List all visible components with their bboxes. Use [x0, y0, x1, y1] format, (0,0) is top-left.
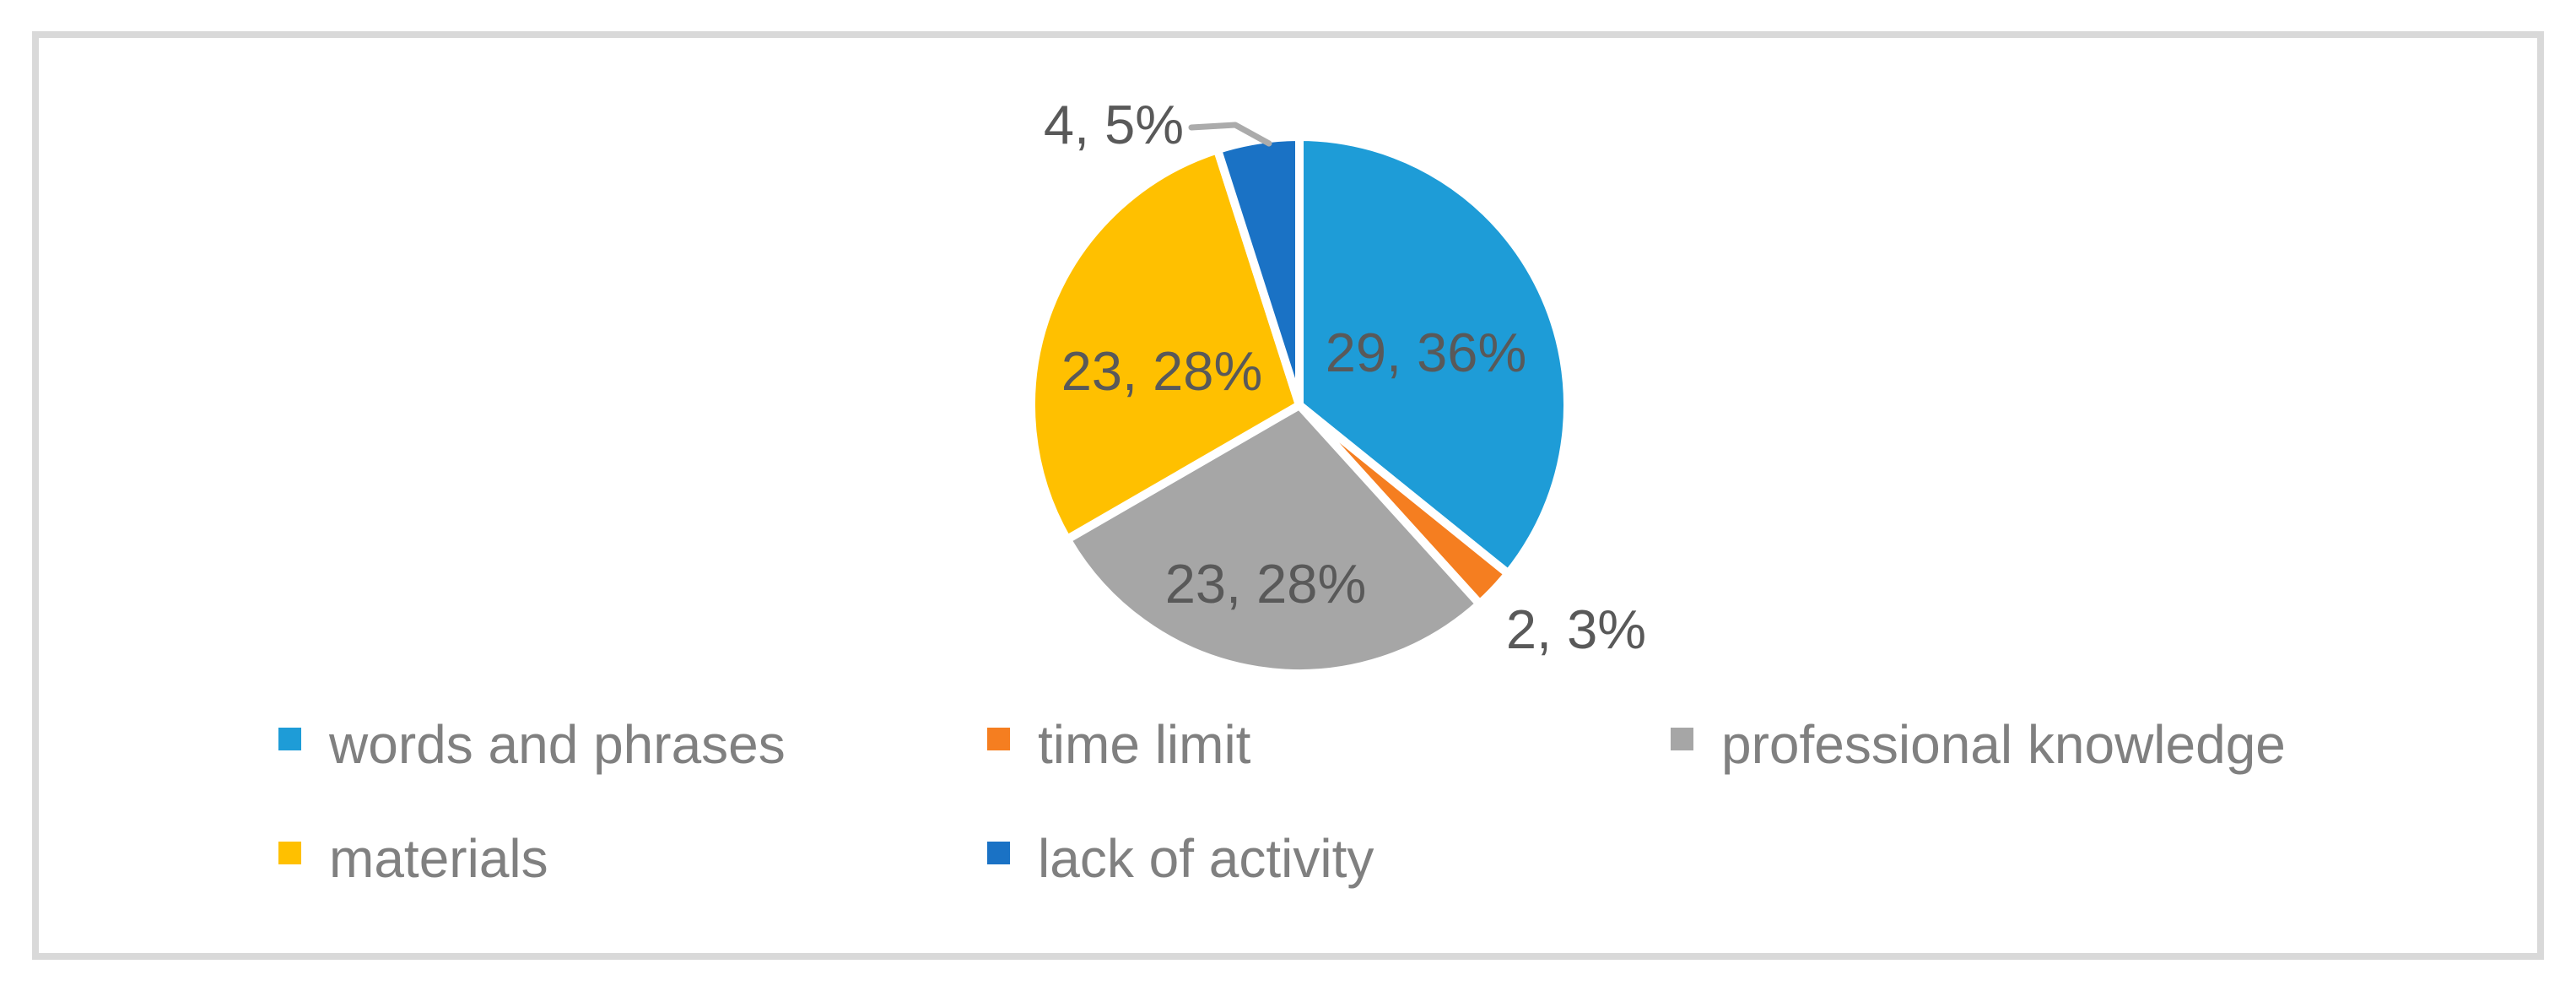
legend-label-materials: materials: [329, 828, 548, 889]
pie-data-label-materials: 23, 28%: [1061, 340, 1263, 402]
pie-data-label-professional-knowledge: 23, 28%: [1165, 553, 1367, 615]
legend-item-time-limit[interactable]: time limit: [987, 714, 1250, 777]
legend-swatch-words-and-phrases-icon: [278, 728, 301, 750]
legend-item-words-and-phrases[interactable]: words and phrases: [278, 714, 786, 777]
pie-data-label-time-limit: 2, 3%: [1506, 598, 1646, 660]
pie-data-label-words-and-phrases: 29, 36%: [1326, 322, 1527, 383]
legend-label-professional-knowledge: professional knowledge: [1721, 714, 2286, 775]
legend-swatch-professional-knowledge-icon: [1671, 728, 1693, 750]
legend-item-lack-of-activity[interactable]: lack of activity: [987, 828, 1374, 891]
legend-label-words-and-phrases: words and phrases: [329, 714, 786, 775]
legend-swatch-materials-icon: [278, 842, 301, 864]
pie-slices: [1027, 133, 1572, 678]
leader-line-lack-of-activity: [1188, 122, 1272, 147]
pie-slice-professional-knowledge[interactable]: [1062, 401, 1484, 678]
chart-frame-border: [32, 31, 2544, 960]
pie-slice-words-and-phrases[interactable]: [1295, 133, 1572, 578]
legend-item-professional-knowledge[interactable]: professional knowledge: [1671, 714, 2286, 777]
legend-label-lack-of-activity: lack of activity: [1038, 828, 1374, 889]
pie-slice-materials[interactable]: [1027, 145, 1304, 544]
legend-swatch-lack-of-activity-icon: [987, 842, 1010, 864]
legend-label-time-limit: time limit: [1038, 714, 1251, 775]
legend-swatch-time-limit-icon: [987, 728, 1010, 750]
legend-item-materials[interactable]: materials: [278, 828, 548, 891]
pie-data-label-lack-of-activity: 4, 5%: [1044, 94, 1184, 155]
